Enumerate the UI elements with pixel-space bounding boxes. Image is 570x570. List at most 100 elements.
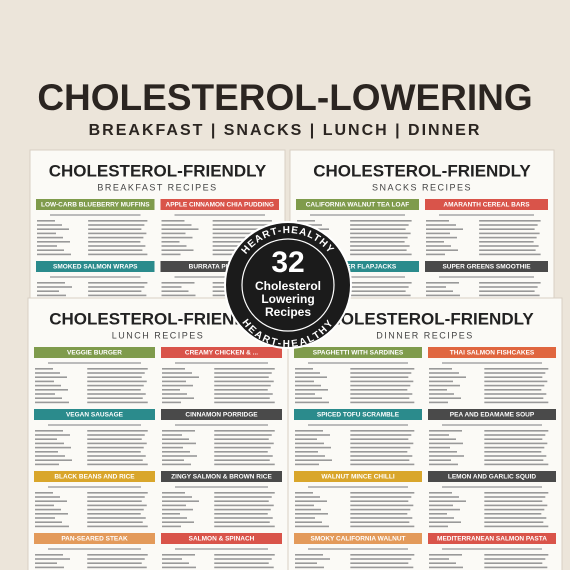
instruction-line: [484, 463, 549, 466]
ingredient-line: [162, 459, 184, 461]
recipe-byline: [442, 424, 542, 426]
instruction-line: [88, 245, 146, 247]
recipe-name: HEALTHIER FLAPJACKS: [319, 264, 397, 271]
instruction-line: [484, 521, 544, 523]
page-subtitle: SNACKS RECIPES: [372, 182, 472, 192]
instruction-line: [87, 455, 146, 457]
instruction-line: [212, 236, 268, 239]
ingredient-line: [429, 384, 460, 387]
ingredient-line: [162, 504, 186, 507]
instruction-line: [88, 286, 145, 288]
ingredient-line: [162, 438, 189, 440]
recipe-byline: [439, 276, 534, 278]
ingredient-line: [429, 438, 456, 440]
instruction-line: [484, 438, 543, 440]
ingredient-line: [295, 434, 330, 436]
recipe-byline: [175, 424, 268, 426]
recipe-name: APPLE CINNAMON CHIA PUDDING: [166, 202, 274, 209]
instruction-line: [87, 562, 142, 564]
instruction-line: [87, 463, 148, 466]
ingredient-line: [429, 463, 458, 466]
instruction-line: [214, 446, 271, 449]
ingredient-line: [35, 434, 70, 436]
instruction-line: [87, 430, 148, 432]
instruction-line: [350, 459, 410, 461]
ingredient-line: [37, 232, 56, 235]
instruction-line: [350, 504, 414, 507]
ingredient-line: [429, 521, 461, 523]
ingredient-line: [426, 290, 453, 292]
recipe-byline: [310, 276, 405, 278]
ingredient-line: [35, 446, 71, 449]
ingredient-line: [295, 521, 322, 523]
instruction-line: [214, 384, 271, 387]
ingredient-line: [161, 232, 186, 235]
ingredient-line: [37, 282, 65, 284]
instruction-line: [350, 241, 405, 243]
recipe-byline: [442, 486, 542, 488]
ingredient-line: [162, 446, 183, 449]
ingredient-line: [295, 513, 328, 515]
ingredient-line: [429, 566, 463, 569]
ingredient-line: [37, 220, 55, 222]
ingredient-line: [162, 513, 180, 515]
page-title: CHOLESTEROL-FRIENDLY: [49, 161, 267, 180]
ingredient-line: [426, 253, 445, 256]
ingredient-line: [429, 393, 454, 395]
ingredient-line: [35, 451, 58, 453]
recipe-bar: [36, 261, 155, 272]
instruction-line: [87, 451, 141, 453]
instruction-line: [350, 554, 415, 556]
ingredient-line: [295, 463, 319, 466]
recipe-name: THAI SALMON FISHCAKES: [450, 350, 535, 357]
cards: CHOLESTEROL-FRIENDLY BREAKFAST RECIPES LOW…: [27, 149, 563, 570]
ingredient-line: [426, 249, 458, 251]
recipe-name: CALIFORNIA WALNUT TEA LOAF: [306, 202, 410, 209]
ingredient-line: [35, 397, 62, 399]
instruction-line: [350, 376, 409, 378]
instruction-line: [484, 376, 543, 378]
page-subtitle: DINNER RECIPES: [376, 330, 474, 340]
instruction-line: [87, 446, 144, 449]
ingredient-line: [429, 554, 462, 556]
ingredient-line: [35, 372, 60, 374]
recipe-bar: [161, 409, 282, 420]
instruction-line: [350, 525, 415, 528]
instruction-line: [484, 554, 549, 556]
ingredient-line: [35, 513, 68, 515]
ingredient-line: [161, 294, 196, 297]
ingredient-line: [426, 236, 457, 239]
instruction-line: [87, 372, 145, 374]
instruction-line: [214, 389, 268, 391]
instruction-line: [484, 562, 543, 564]
recipe-name: BLACK BEANS AND RICE: [54, 474, 135, 481]
instruction-line: [484, 393, 547, 395]
instruction-line: [87, 558, 145, 560]
instruction-line: [350, 496, 412, 498]
instruction-line: [350, 249, 407, 251]
ingredient-line: [37, 245, 57, 247]
instruction-line: [214, 513, 268, 515]
instruction-line: [214, 451, 268, 453]
recipe-bar: [160, 261, 279, 272]
ingredient-line: [429, 517, 454, 519]
ingredient-line: [429, 434, 449, 436]
ingredient-line: [35, 455, 65, 457]
ingredient-line: [295, 451, 318, 453]
instruction-line: [212, 224, 269, 226]
ingredient-line: [295, 438, 317, 440]
recipe-name: SPICED TOFU SCRAMBLE: [317, 412, 400, 419]
recipe-name: WALNUT MINCE CHILLI: [321, 474, 394, 481]
ingredient-line: [295, 376, 327, 378]
ingredient-line: [295, 401, 329, 404]
ingredient-line: [35, 504, 54, 507]
recipe-bar: [161, 533, 282, 544]
instruction-line: [484, 389, 542, 391]
badge: HEART-HEALTHYHEART-HEALTHY32CholesterolL…: [224, 221, 352, 350]
instruction-line: [350, 566, 414, 569]
ingredient-line: [295, 558, 330, 560]
instruction-line: [484, 513, 542, 515]
ingredient-line: [161, 228, 199, 230]
ingredient-line: [162, 525, 181, 528]
